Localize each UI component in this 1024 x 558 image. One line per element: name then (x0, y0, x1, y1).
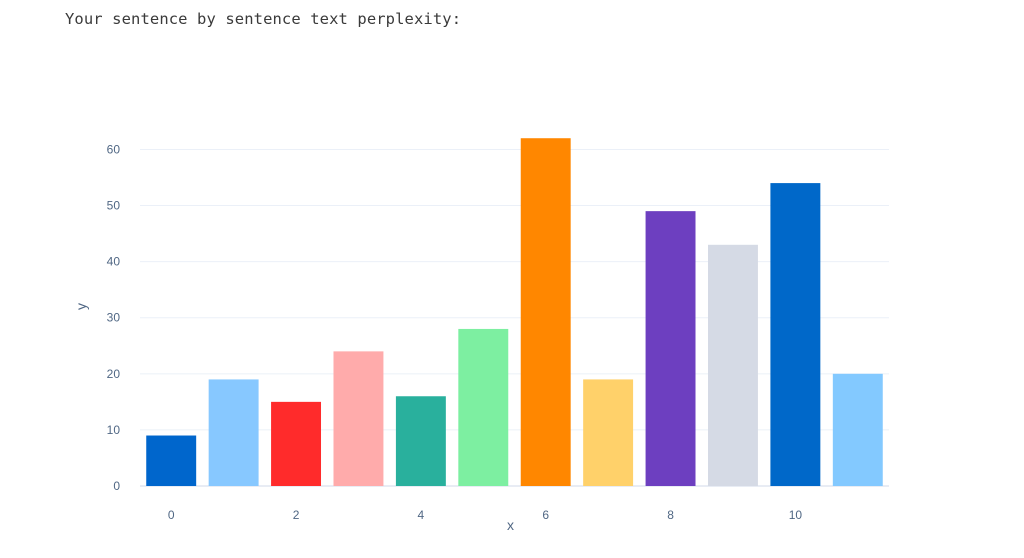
grid-lines (140, 148, 889, 487)
x-tick-labels: 0 2 4 6 8 10 (168, 508, 803, 522)
bar-1[interactable] (208, 379, 259, 486)
x-tick-label: 0 (168, 508, 175, 522)
bars (146, 138, 883, 486)
bar-10[interactable] (770, 183, 821, 486)
bar-8[interactable] (645, 211, 696, 486)
x-axis-title: x (507, 517, 514, 533)
y-tick-label: 30 (107, 311, 121, 325)
x-tick-label: 2 (293, 508, 300, 522)
bar-2[interactable] (271, 401, 322, 486)
bar-3[interactable] (333, 351, 384, 486)
bar-7[interactable] (583, 379, 634, 486)
y-tick-label: 50 (107, 199, 121, 213)
y-tick-label: 0 (113, 479, 120, 493)
y-tick-label: 40 (107, 255, 121, 269)
y-tick-label: 60 (107, 142, 121, 156)
y-tick-label: 10 (107, 423, 121, 437)
bar-11[interactable] (832, 373, 883, 486)
page-heading: Your sentence by sentence text perplexit… (65, 10, 462, 28)
bar-5[interactable] (458, 328, 509, 486)
x-tick-label: 4 (418, 508, 425, 522)
bar-9[interactable] (707, 244, 758, 486)
bar-6[interactable] (520, 138, 571, 486)
y-tick-label: 20 (107, 367, 121, 381)
y-tick-labels: 0 10 20 30 40 50 60 (107, 142, 121, 493)
x-tick-label: 6 (542, 508, 549, 522)
bar-0[interactable] (146, 435, 197, 486)
bar-4[interactable] (395, 396, 446, 486)
x-tick-label: 8 (667, 508, 674, 522)
y-axis-title: y (73, 303, 89, 310)
x-tick-label: 10 (789, 508, 803, 522)
